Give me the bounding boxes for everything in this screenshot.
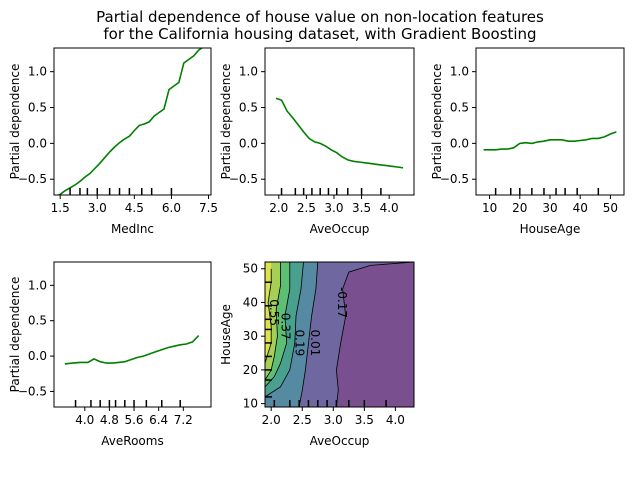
contour-line-0-19 [265,262,304,398]
contour-label: 0.01 [308,330,322,357]
y-tick-label: 0.5 [239,101,258,115]
y-tick-label: −0.5 [18,172,47,186]
pd-line-aveoccup [275,97,404,169]
y-axis-label: Partial dependence [430,64,444,180]
axes-frame [264,47,415,196]
y-tick-label: 10 [243,397,258,411]
axes-frame [475,47,625,196]
y-tick-label: 40 [243,295,258,309]
pd-plot-aveoccup: 2.0 2.5 3.0 3.5 4.0 −0.5 0.0 0.5 1.0 AveOccup Part… [219,47,415,236]
y-tick-label: 0.5 [450,101,469,115]
x-tick-label: 7.5 [199,201,218,215]
x-tick-label: 3.0 [88,201,107,215]
y-axis-label: HouseAge [219,304,233,365]
y-tick-label: 0.5 [28,314,47,328]
x-tick-label: 2.0 [269,201,288,215]
y-tick-label: 30 [243,329,258,343]
x-axis-label: MedInc [111,222,154,236]
pd-line-houseage [483,131,617,151]
y-tick-label: −0.5 [229,172,258,186]
y-tick-label: 0.0 [239,136,258,150]
x-tick-label: 3.5 [355,413,374,427]
x-tick-label: 4.0 [386,413,405,427]
x-tick-label: 6.4 [149,413,168,427]
y-tick-label: −0.5 [18,384,47,398]
y-axis-label: Partial dependence [8,64,22,180]
pd-plot-averooms: 4.0 4.8 5.6 6.4 7.2 −0.5 0.0 0.5 1.0 AveRooms Part… [8,261,212,448]
y-tick-label: 0.0 [28,136,47,150]
x-tick-label: 7.2 [174,413,193,427]
x-axis-label: AveRooms [101,434,163,448]
y-tick-label: −0.5 [440,172,469,186]
x-tick-label: 4.8 [100,413,119,427]
contour-label: -0.17 [335,287,349,318]
x-tick-label: 5.6 [124,413,143,427]
x-tick-label: 2.0 [262,413,281,427]
y-tick-label: 1.0 [239,65,258,79]
x-tick-label: 3.5 [352,201,371,215]
axes-frame [53,261,212,408]
pd-line-averooms [64,335,200,365]
y-tick-label: 1.0 [28,65,47,79]
x-axis-label: AveOccup [310,434,370,448]
x-tick-label: 3.0 [324,201,343,215]
x-axis-label: AveOccup [310,222,370,236]
contour-label: 0.37 [278,313,292,340]
pd-plot-medinc: 1.5 3.0 4.5 6.0 7.5 −0.5 0.0 0.5 1.0 MedInc Partia… [8,47,218,236]
x-tick-label: 20 [512,201,527,215]
axes-frame [264,261,415,408]
x-tick-label: 4.0 [75,413,94,427]
y-tick-label: 0.0 [28,349,47,363]
axes-frame [53,47,212,196]
pd-plot-houseage: 10 20 30 40 50 −0.5 0.0 0.5 1.0 HouseAge Partial d… [430,47,625,236]
x-tick-label: 10 [482,201,497,215]
x-tick-label: 6.0 [162,201,181,215]
y-tick-label: 1.0 [28,278,47,292]
x-tick-label: 2.5 [297,201,316,215]
x-tick-label: 4.0 [380,201,399,215]
pd-contour-aveoccup-houseage: 0.550.370.19 0.01-0.172.0 2.5 3.0 3.5 4.01020… [219,261,415,448]
y-tick-label: 0.0 [450,136,469,150]
y-axis-label: Partial dependence [8,277,22,393]
y-tick-label: 50 [243,262,258,276]
figure-title-line-2: for the California housing dataset, with… [103,25,536,43]
x-tick-label: 3.0 [324,413,343,427]
pd-line-medinc [56,48,209,195]
y-tick-label: 20 [243,363,258,377]
contour-line-0-37 [265,262,291,388]
x-tick-label: 30 [542,201,557,215]
contour-line-0-01 [298,262,319,407]
y-axis-label: Partial dependence [219,64,233,180]
y-tick-label: 1.0 [450,65,469,79]
x-tick-label: 40 [573,201,588,215]
contour-label: 0.19 [293,330,307,357]
x-axis-label: HouseAge [520,222,581,236]
contour-band-0-73 [265,262,272,364]
x-tick-label: 1.5 [51,201,70,215]
y-tick-label: 0.5 [28,101,47,115]
contour-line--0-17 [335,262,414,407]
x-tick-label: 4.5 [125,201,144,215]
x-tick-label: 2.5 [293,413,312,427]
figure-title-line-1: Partial dependence of house value on non… [96,8,544,26]
x-tick-label: 50 [603,201,618,215]
